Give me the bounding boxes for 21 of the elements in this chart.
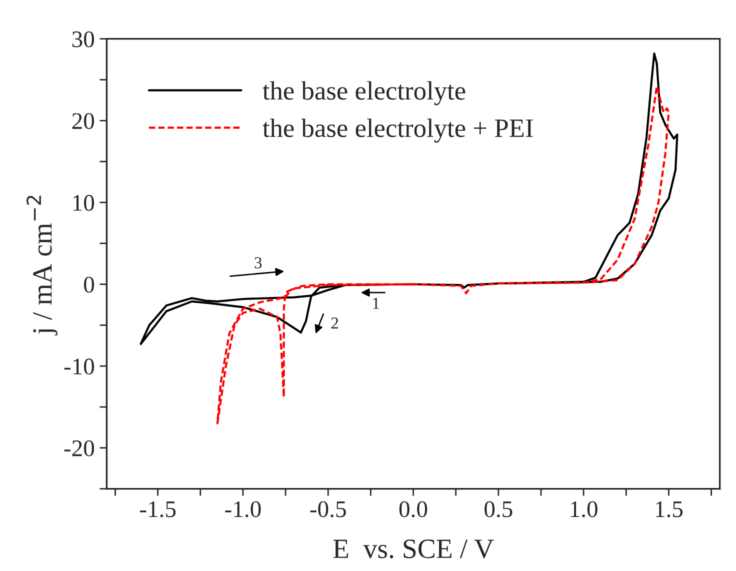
x-tick-label: 1.0 [570, 501, 598, 518]
legend-label: the base electrolyte + PEI [262, 118, 533, 143]
x-tick-label: -1.0 [225, 501, 261, 518]
y-axis-title: j / mA cm$^{−2}$ [26, 196, 58, 336]
y-tick-label: -20 [64, 440, 94, 456]
x-tick-label: 0.0 [399, 501, 428, 518]
annotation: 1 [373, 298, 380, 309]
legend-label: the base electrolyte [262, 81, 466, 106]
y-tick-label: -10 [64, 358, 94, 374]
annotation: 3 [254, 257, 262, 268]
y-tick-label: 20 [72, 113, 94, 130]
x-axis-title: E vs. SCE / V [333, 540, 494, 558]
y-tick-label: 30 [72, 31, 94, 48]
line-series [140, 52, 678, 346]
y-tick-label: 10 [73, 194, 94, 211]
y-tick-label: 0 [84, 276, 94, 293]
x-tick-label: 0.5 [484, 501, 512, 518]
x-tick-label: 1.5 [656, 501, 683, 518]
x-tick-label: -0.5 [310, 501, 346, 518]
annotation: 2 [331, 318, 338, 329]
x-tick-label: -1.5 [140, 501, 176, 518]
